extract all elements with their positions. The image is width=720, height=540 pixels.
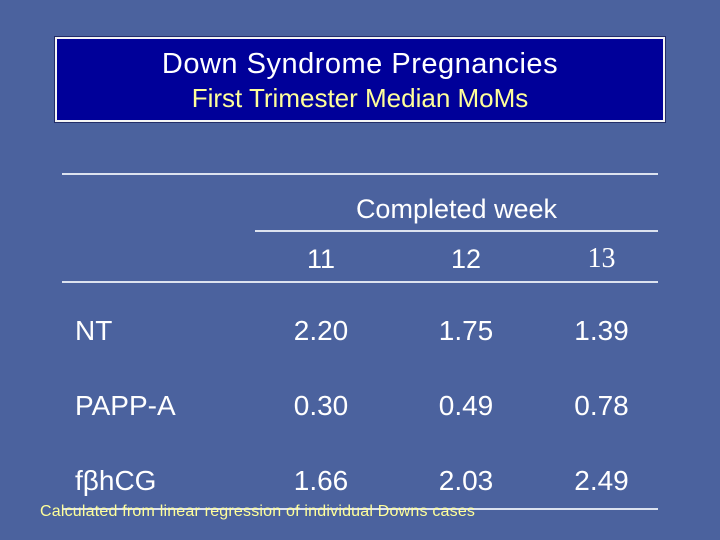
cell-fbhcg-week11: 1.66 (255, 433, 387, 510)
group-header-row: Completed week (62, 173, 658, 232)
row-label-nt: NT (75, 315, 113, 346)
footnote: Calculated from linear regression of ind… (40, 503, 476, 520)
cell-fbhcg-week12: 2.03 (387, 433, 545, 510)
table-row-nt: NT 2.20 1.75 1.39 (62, 282, 658, 358)
title-box: Down Syndrome Pregnancies First Trimeste… (55, 37, 665, 122)
empty-cell (62, 231, 255, 283)
cell-fbhcg-week13: 2.49 (545, 433, 658, 510)
table-row-pappa: PAPP-A 0.30 0.49 0.78 (62, 358, 658, 433)
corner-empty-cell (62, 173, 255, 231)
row-label-pappa: PAPP-A (75, 390, 176, 421)
cell-nt-week11: 2.20 (293, 315, 349, 346)
week-13-header: 13 (545, 231, 658, 283)
slide-title: Down Syndrome Pregnancies (161, 48, 559, 80)
cell-nt-week13: 1.39 (574, 315, 629, 346)
week-header-row: 11 12 13 (62, 231, 658, 283)
cell-pappa-week12: 0.49 (438, 390, 494, 421)
median-moms-table: Completed week 11 12 13 NT 2.20 1.75 1.3… (62, 173, 658, 510)
cell-pappa-week11: 0.30 (293, 390, 349, 421)
cell-pappa-week13: 0.78 (574, 390, 629, 421)
row-label-fbhcg: fβhCG (62, 433, 255, 510)
week-11-header: 11 (255, 231, 387, 283)
slide-subtitle: First Trimester Median MoMs (191, 83, 529, 113)
completed-week-header: Completed week (255, 173, 658, 232)
week-12-header: 12 (387, 231, 545, 283)
cell-nt-week12: 1.75 (438, 315, 494, 346)
table-row-fbhcg: fβhCG 1.66 2.03 2.49 (62, 433, 658, 510)
